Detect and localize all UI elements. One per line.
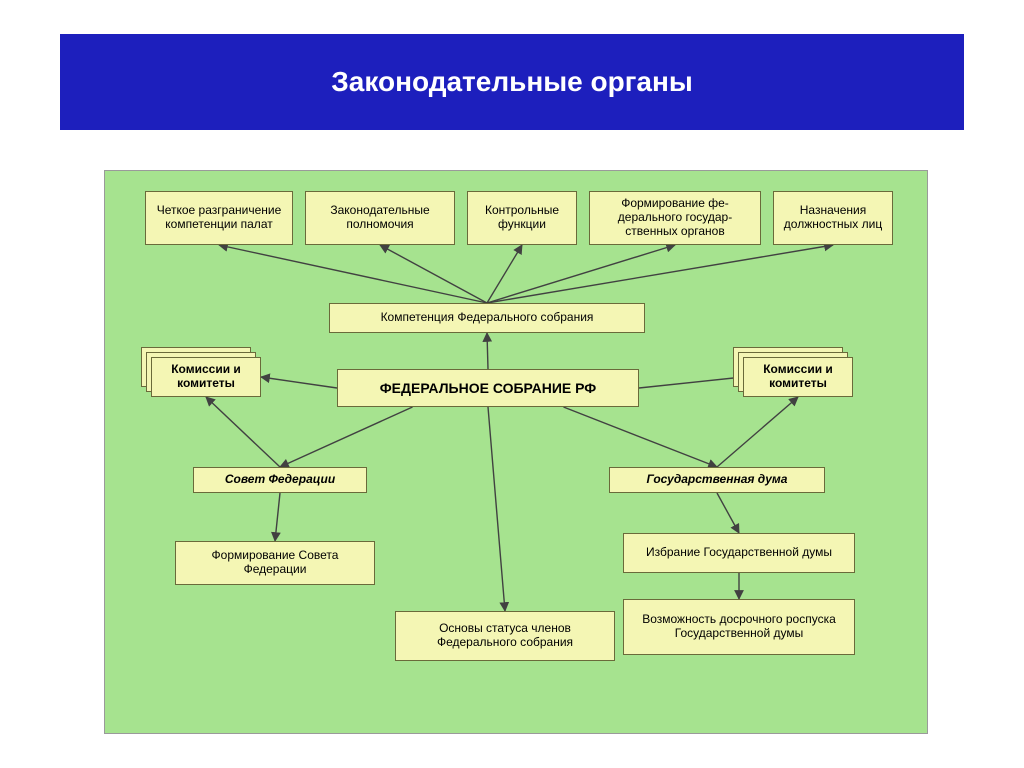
- diagram-inner: Четкое разграничение компетенции палат За…: [113, 179, 919, 725]
- n_gosduma-label: Государственная дума: [647, 473, 788, 487]
- n_kom_r: Комиссии и комитеты: [743, 357, 853, 397]
- edge-n_gosduma-n_izbr: [717, 493, 739, 533]
- page-title: Законодательные органы: [331, 66, 693, 98]
- n_osnovy-label: Основы статуса членов Федерального собра…: [402, 622, 608, 650]
- edge-n_gosduma-n_kom_r: [717, 397, 798, 467]
- n_komp-label: Компетенция Федерального собрания: [381, 311, 594, 325]
- edge-n_fed-n_kom_r: [639, 377, 743, 388]
- n_kom_l-label: Комиссии и комитеты: [158, 363, 254, 391]
- n_kontr: Контрольные функции: [467, 191, 577, 245]
- edge-n_komp-n_form: [487, 245, 675, 303]
- n_rosp: Возможность досрочного роспуска Государс…: [623, 599, 855, 655]
- n_komp: Компетенция Федерального собрания: [329, 303, 645, 333]
- edge-n_fed-n_komp: [487, 333, 488, 369]
- n_sovet-label: Совет Федерации: [225, 473, 335, 487]
- n_nazn: Назначения должностных лиц: [773, 191, 893, 245]
- n_izbr: Избрание Государственной думы: [623, 533, 855, 573]
- diagram-area: Четкое разграничение компетенции палат За…: [104, 170, 928, 734]
- edge-n_fed-n_gosduma: [564, 407, 718, 467]
- n_osnovy: Основы статуса членов Федерального собра…: [395, 611, 615, 661]
- n_poln-label: Законодательные полномочия: [312, 204, 448, 232]
- n_form-label: Формирование фе-дерального государ-ствен…: [596, 197, 754, 238]
- edge-n_komp-n_poln: [380, 245, 487, 303]
- n_form: Формирование фе-дерального государ-ствен…: [589, 191, 761, 245]
- edge-n_fed-n_kom_l: [261, 377, 337, 388]
- n_fed: ФЕДЕРАЛЬНОЕ СОБРАНИЕ РФ: [337, 369, 639, 407]
- n_izbr-label: Избрание Государственной думы: [646, 546, 832, 560]
- n_razgr-label: Четкое разграничение компетенции палат: [152, 204, 286, 232]
- edge-n_komp-n_nazn: [487, 245, 833, 303]
- n_razgr: Четкое разграничение компетенции палат: [145, 191, 293, 245]
- n_fed-label: ФЕДЕРАЛЬНОЕ СОБРАНИЕ РФ: [380, 380, 597, 396]
- edge-n_komp-n_kontr: [487, 245, 522, 303]
- n_sovet: Совет Федерации: [193, 467, 367, 493]
- n_kom_l: Комиссии и комитеты: [151, 357, 261, 397]
- n_kom_r-label: Комиссии и комитеты: [750, 363, 846, 391]
- edge-n_komp-n_razgr: [219, 245, 487, 303]
- n_formsov: Формирование Совета Федерации: [175, 541, 375, 585]
- n_nazn-label: Назначения должностных лиц: [780, 204, 886, 232]
- title-bar: Законодательные органы: [60, 34, 964, 130]
- n_formsov-label: Формирование Совета Федерации: [182, 549, 368, 577]
- n_gosduma: Государственная дума: [609, 467, 825, 493]
- edge-n_fed-n_osnovy: [488, 407, 505, 611]
- n_poln: Законодательные полномочия: [305, 191, 455, 245]
- edge-n_sovet-n_formsov: [275, 493, 280, 541]
- n_kontr-label: Контрольные функции: [474, 204, 570, 232]
- n_rosp-label: Возможность досрочного роспуска Государс…: [630, 613, 848, 641]
- edge-n_fed-n_sovet: [280, 407, 413, 467]
- edge-n_sovet-n_kom_l: [206, 397, 280, 467]
